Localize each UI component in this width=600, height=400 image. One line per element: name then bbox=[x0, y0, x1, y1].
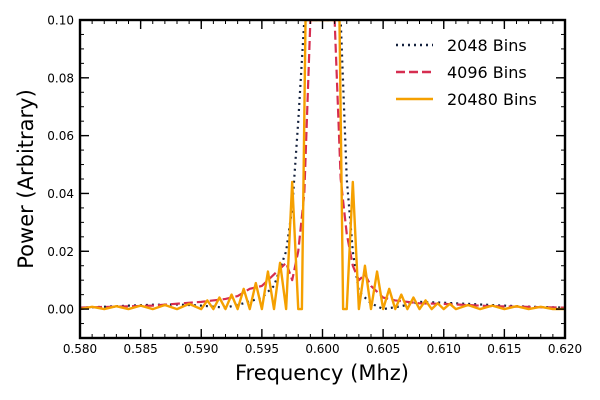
legend-label-2048: 2048 Bins bbox=[447, 36, 527, 55]
legend-label-20480: 20480 Bins bbox=[447, 90, 537, 109]
y-axis-title: Power (Arbitrary) bbox=[14, 89, 38, 269]
x-tick-label: 0.605 bbox=[366, 342, 400, 356]
y-tick-label: 0.10 bbox=[47, 14, 74, 28]
x-axis-title: Frequency (Mhz) bbox=[235, 361, 409, 385]
ticks-layer bbox=[79, 19, 566, 339]
y-tick-label: 0.02 bbox=[47, 245, 74, 259]
x-tick-label: 0.580 bbox=[63, 342, 97, 356]
x-tick-label: 0.600 bbox=[305, 342, 339, 356]
x-tick-label: 0.610 bbox=[427, 342, 461, 356]
legend-label-4096: 4096 Bins bbox=[447, 63, 527, 82]
y-tick-label: 0.06 bbox=[47, 129, 74, 143]
legend: 2048 Bins 4096 Bins 20480 Bins bbox=[396, 36, 537, 109]
y-tick-label: 0.00 bbox=[47, 303, 74, 317]
tick-labels-layer: 0.580 0.585 0.590 0.595 0.600 0.605 0.610 0.615… bbox=[47, 14, 582, 357]
x-tick-label: 0.590 bbox=[184, 342, 218, 356]
x-tick-label: 0.615 bbox=[487, 342, 521, 356]
x-tick-label: 0.595 bbox=[245, 342, 279, 356]
x-tick-label: 0.620 bbox=[548, 342, 582, 356]
series-line-20480 bbox=[80, 20, 565, 311]
y-tick-label: 0.04 bbox=[47, 187, 74, 201]
series-layer bbox=[80, 20, 565, 311]
x-tick-label: 0.585 bbox=[123, 342, 157, 356]
y-tick-label: 0.08 bbox=[47, 71, 74, 85]
